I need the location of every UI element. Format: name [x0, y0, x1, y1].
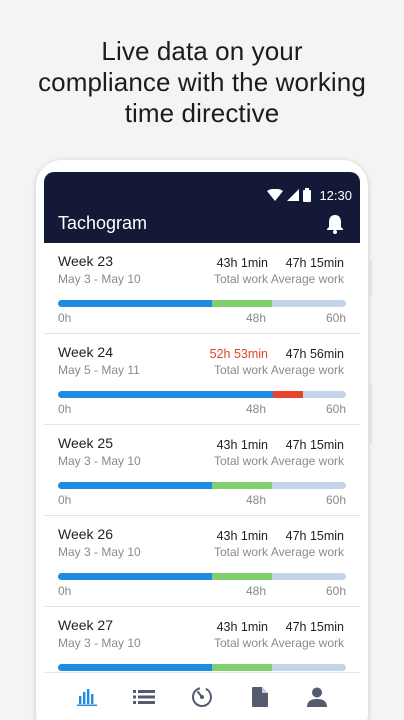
average-work-label: Average work — [270, 636, 344, 650]
bell-icon[interactable] — [326, 214, 344, 234]
app-title: Tachogram — [58, 213, 148, 233]
week-card[interactable]: Week 23 May 3 - May 10 43h 1min 47h 15mi… — [44, 243, 360, 334]
signal-icon — [287, 189, 300, 201]
average-work-value: 47h 15min — [285, 529, 344, 543]
average-segment — [212, 573, 272, 580]
average-work-value: 47h 56min — [285, 347, 344, 361]
average-work-value: 47h 15min — [285, 438, 344, 452]
work-segment — [58, 573, 212, 580]
week-title: Week 23 — [58, 253, 113, 269]
average-segment — [212, 300, 272, 307]
tick-mid: 48h — [246, 311, 267, 325]
battery-icon — [303, 188, 312, 202]
tick-end: 60h — [325, 493, 346, 507]
average-segment — [212, 664, 272, 671]
week-date-range: May 3 - May 10 — [58, 454, 141, 468]
total-work-value: 52h 53min — [209, 347, 268, 361]
week-card[interactable]: Week 24 May 5 - May 11 52h 53min 47h 56m… — [44, 334, 360, 425]
week-date-range: May 5 - May 11 — [58, 363, 140, 377]
person-icon — [307, 687, 328, 707]
power-button — [368, 384, 372, 444]
nav-item-profile[interactable] — [297, 677, 337, 717]
tick-start: 0h — [58, 402, 72, 416]
week-date-range: May 3 - May 10 — [58, 636, 141, 650]
tick-mid: 48h — [246, 493, 267, 507]
wifi-icon — [267, 189, 284, 201]
average-work-value: 47h 15min — [285, 256, 344, 270]
work-progress-bar — [58, 391, 346, 398]
week-title: Week 26 — [58, 526, 113, 542]
status-bar: 12:30 — [267, 186, 352, 204]
headline-line-2: compliance with the working — [38, 67, 366, 97]
bottom-nav — [44, 672, 360, 720]
headline-line-1: Live data on your — [101, 36, 303, 66]
tick-start: 0h — [58, 311, 72, 325]
total-work-value: 43h 1min — [216, 529, 268, 543]
bar-chart-icon — [76, 688, 97, 706]
week-title: Week 24 — [58, 344, 113, 360]
tick-end: 60h — [325, 311, 346, 325]
average-segment — [212, 482, 272, 489]
volume-button — [368, 260, 372, 296]
headline-line-3: time directive — [124, 98, 280, 128]
average-work-value: 47h 15min — [285, 620, 344, 634]
total-work-label: Total work — [213, 545, 268, 559]
tick-start: 0h — [58, 584, 72, 598]
week-date-range: May 3 - May 10 — [58, 272, 141, 286]
app-screen: 12:30 Tachogram Week 23 May 3 - May 10 4… — [44, 172, 360, 720]
tick-mid: 48h — [246, 584, 267, 598]
total-work-label: Total work — [213, 636, 268, 650]
work-progress-bar — [58, 482, 346, 489]
work-segment — [58, 664, 212, 671]
average-work-label: Average work — [270, 545, 344, 559]
average-work-label: Average work — [270, 272, 344, 286]
work-progress-bar — [58, 300, 346, 307]
nav-item-documents[interactable] — [240, 677, 280, 717]
week-title: Week 27 — [58, 617, 113, 633]
week-card[interactable]: Week 26 May 3 - May 10 43h 1min 47h 15mi… — [44, 516, 360, 607]
total-work-label: Total work — [213, 454, 268, 468]
status-time: 12:30 — [319, 187, 352, 203]
document-icon — [251, 686, 268, 707]
week-card[interactable]: Week 25 May 3 - May 10 43h 1min 47h 15mi… — [44, 425, 360, 516]
week-title: Week 25 — [58, 435, 113, 451]
headline: Live data on your compliance with the wo… — [0, 36, 404, 129]
work-progress-bar — [58, 664, 346, 671]
total-work-label: Total work — [213, 363, 268, 377]
timer-icon — [191, 686, 212, 707]
nav-item-timer[interactable] — [182, 677, 222, 717]
week-date-range: May 3 - May 10 — [58, 545, 141, 559]
average-work-label: Average work — [270, 454, 344, 468]
total-work-value: 43h 1min — [216, 620, 268, 634]
tick-mid: 48h — [246, 402, 267, 416]
total-work-value: 43h 1min — [216, 256, 268, 270]
work-segment — [58, 300, 212, 307]
list-icon — [133, 689, 156, 704]
app-bar: 12:30 Tachogram — [44, 172, 360, 243]
tick-end: 60h — [325, 402, 346, 416]
total-work-label: Total work — [213, 272, 268, 286]
average-work-label: Average work — [270, 363, 344, 377]
over-limit-segment — [273, 391, 303, 398]
total-work-value: 43h 1min — [216, 438, 268, 452]
tick-end: 60h — [325, 584, 346, 598]
work-segment — [58, 391, 273, 398]
work-segment — [58, 482, 212, 489]
work-progress-bar — [58, 573, 346, 580]
nav-item-stats[interactable] — [67, 677, 107, 717]
nav-item-list[interactable] — [124, 677, 164, 717]
tick-start: 0h — [58, 493, 72, 507]
week-list: Week 23 May 3 - May 10 43h 1min 47h 15mi… — [44, 243, 360, 698]
